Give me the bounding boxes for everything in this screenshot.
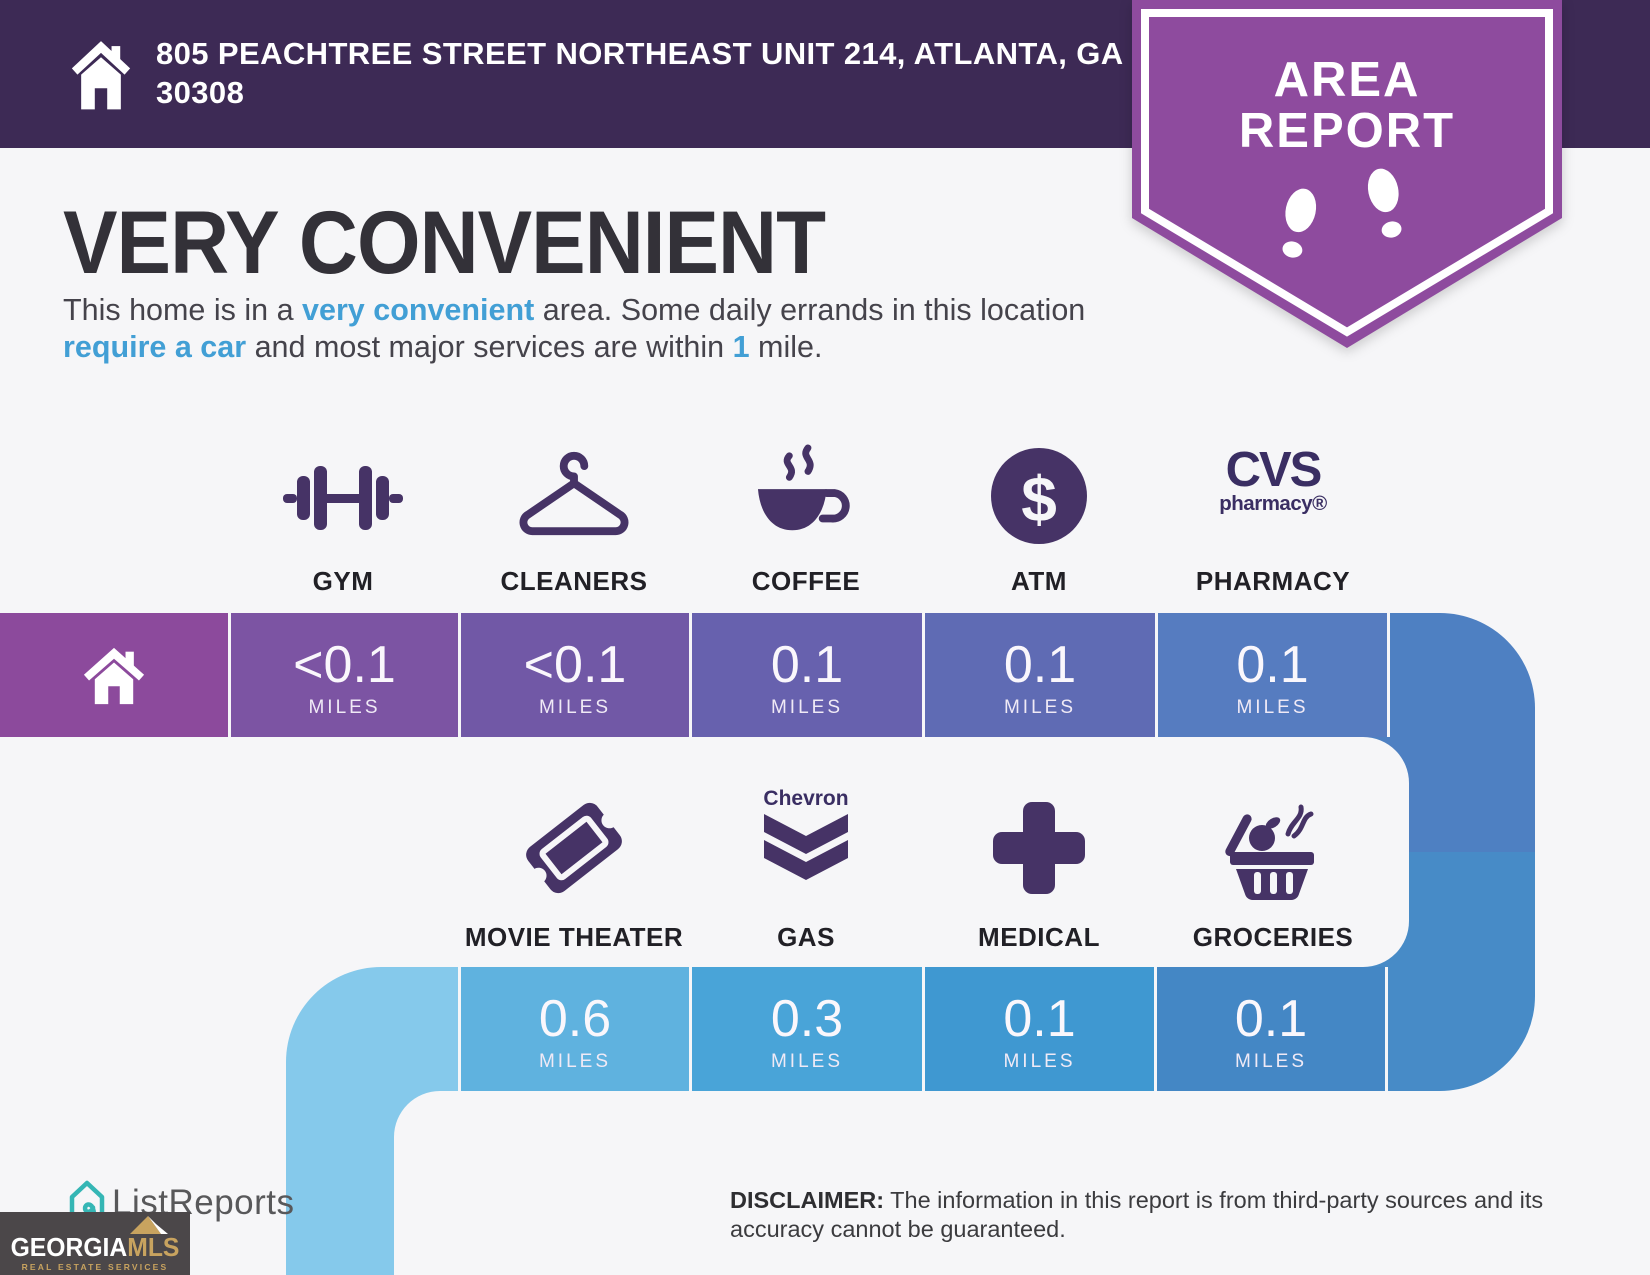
category-label-pharmacy: PHARMACY [1195, 566, 1351, 596]
category-label-coffee: COFFEE [751, 566, 861, 596]
distance-unit: MILES [308, 697, 381, 718]
bottom-panel [394, 1091, 894, 1275]
summary-text: This home is in a [63, 293, 303, 327]
georgia-mls-logo: GEORGIAMLS REAL ESTATE SERVICES [0, 1212, 190, 1275]
distance-unit: MILES [770, 697, 844, 718]
svg-text:$: $ [1021, 463, 1057, 535]
path-turn-segment [1388, 967, 1535, 1091]
distance-cell-coffee: 0.1 MILES [692, 613, 922, 737]
category-label-gas: GAS [777, 922, 835, 952]
distance-value: 0.1 [1236, 636, 1309, 694]
cvs-pharmacy-text: pharmacy® [1219, 492, 1327, 515]
page-title: VERY CONVENIENT [63, 193, 826, 293]
home-segment [0, 613, 228, 737]
georgia-mls-name: GEORGIAMLS [5, 1232, 186, 1263]
summary-text: and most major services are within [246, 330, 733, 364]
georgia-mls-tagline: REAL ESTATE SERVICES [21, 1262, 169, 1272]
cvs-pharmacy-logo: CVS pharmacy® [1193, 443, 1353, 516]
distance-value: 0.1 [1003, 636, 1077, 694]
cvs-logo-text: CVS [1225, 443, 1323, 497]
distance-unit: MILES [770, 1051, 844, 1072]
distance-unit: MILES [1003, 1051, 1076, 1072]
distance-unit: MILES [1003, 697, 1077, 718]
distance-unit: MILES [538, 1051, 612, 1072]
path-turn-segment [1390, 613, 1535, 737]
grocery-basket-icon [1225, 804, 1314, 900]
distance-unit: MILES [538, 697, 612, 718]
distance-value: 0.6 [538, 990, 612, 1048]
chevron-logo-text: Chevron [763, 787, 849, 810]
distance-cell-atm: 0.1 MILES [925, 613, 1155, 737]
mountain-icon [130, 1216, 168, 1234]
footprints-icon [1282, 168, 1402, 258]
medical-cross-icon [993, 802, 1085, 894]
distance-value: <0.1 [293, 636, 396, 694]
summary-text: mile. [749, 330, 823, 364]
chevron-logo: Chevron [741, 788, 871, 885]
hanger-icon [519, 451, 629, 536]
georgia-text: GEORGIA [10, 1232, 128, 1262]
disclaimer-text: The information in this report is from t… [730, 1187, 1544, 1242]
category-label-cleaners: CLEANERS [500, 566, 648, 596]
category-label-atm: ATM [1011, 566, 1067, 596]
ticket-icon [526, 802, 622, 894]
category-label-medical: MEDICAL [978, 922, 1100, 952]
category-label-gym: GYM [312, 566, 374, 596]
dumbbell-icon [283, 466, 403, 530]
summary-text: area. Some daily errands in this locatio… [534, 293, 1086, 327]
summary-highlight-1: very convenient [302, 293, 535, 327]
distance-value: <0.1 [523, 636, 627, 694]
distance-value: 0.3 [770, 990, 844, 1048]
disclaimer: DISCLAIMER: The information in this repo… [730, 1186, 1635, 1244]
summary-highlight-3: 1 [732, 330, 750, 364]
distance-value: 0.1 [1234, 990, 1308, 1048]
distance-cell-pharmacy: 0.1 MILES [1158, 613, 1387, 737]
badge-line1: AREA [1273, 53, 1421, 107]
path-bottom-tail [286, 1080, 394, 1275]
path-turn-segment [286, 967, 458, 1091]
distance-band-row1: <0.1 MILES <0.1 MILES 0.1 MILES 0.1 MILE… [0, 613, 1535, 737]
badge-line2: REPORT [1238, 104, 1456, 158]
distance-band-row2: 0.6 MILES 0.3 MILES 0.1 MILES 0.1 MILES [286, 967, 1535, 1091]
distance-cell-cleaners: <0.1 MILES [461, 613, 689, 737]
summary-paragraph: This home is in a very convenient area. … [63, 292, 1111, 366]
summary-highlight-2: require a car [63, 330, 247, 364]
distance-value: 0.1 [1003, 990, 1076, 1048]
distance-cell-movie-theater: 0.6 MILES [461, 967, 689, 1091]
disclaimer-label: DISCLAIMER: [730, 1187, 885, 1213]
coffee-cup-icon [757, 444, 850, 531]
home-icon [83, 647, 145, 705]
distance-value: 0.1 [770, 636, 844, 694]
distance-cell-medical: 0.1 MILES [925, 967, 1154, 1091]
middle-panel [0, 737, 1409, 967]
home-icon [71, 41, 131, 110]
category-label-movie-theater: MOVIE THEATER [464, 922, 684, 952]
distance-unit: MILES [1236, 697, 1309, 718]
dollar-circle-icon: $ [991, 448, 1087, 544]
distance-unit: MILES [1234, 1051, 1308, 1072]
property-address: 805 PEACHTREE STREET NORTHEAST UNIT 214,… [156, 36, 1123, 110]
chevron-stripes-icon [764, 814, 848, 880]
area-report-badge [1132, 0, 1562, 348]
distance-cell-gas: 0.3 MILES [692, 967, 922, 1091]
category-label-groceries: GROCERIES [1192, 922, 1354, 952]
distance-cell-groceries: 0.1 MILES [1157, 967, 1385, 1091]
mls-text: MLS [127, 1232, 180, 1262]
distance-cell-gym: <0.1 MILES [231, 613, 458, 737]
